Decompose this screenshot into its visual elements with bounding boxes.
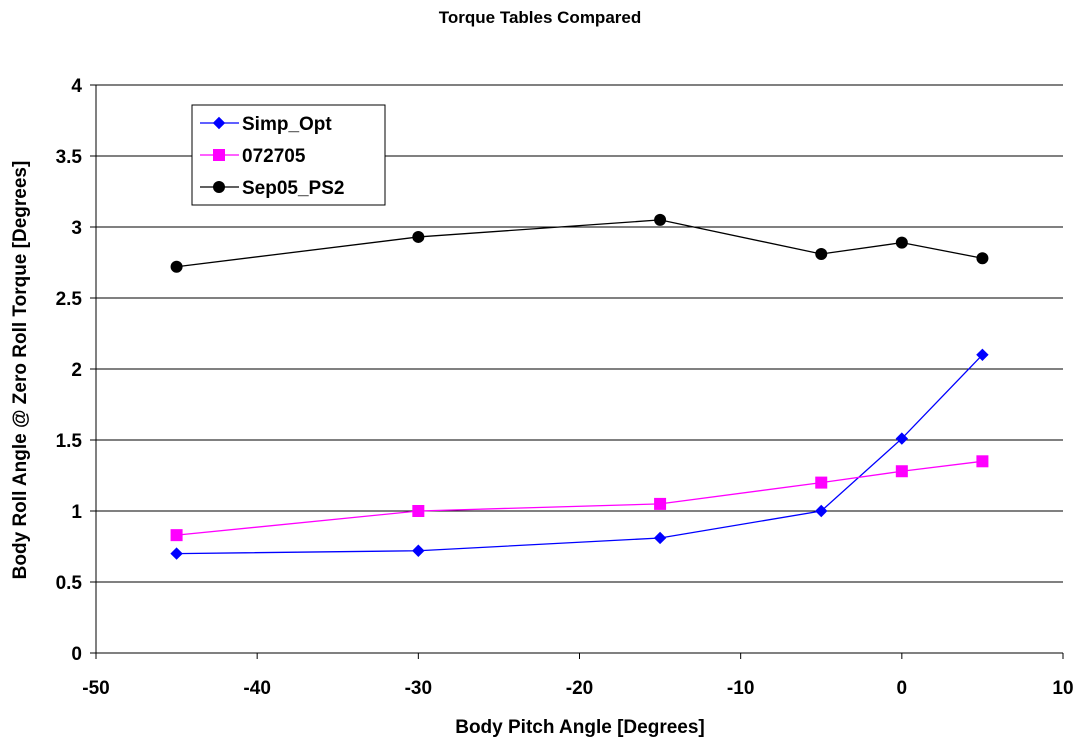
series-1-point-1	[412, 505, 425, 517]
series-0-point-3	[815, 504, 828, 518]
x-tick-label-6: 10	[1052, 678, 1073, 699]
x-tick-label-0: -50	[82, 678, 109, 699]
y-tick-label-0: 0	[71, 644, 82, 665]
series-1-point-0	[170, 529, 183, 542]
y-tick-label-4: 2	[71, 360, 82, 381]
series-1-point-4	[895, 465, 908, 478]
legend: Simp_Opt 072705 Sep05_PS2	[191, 104, 386, 206]
y-tick-label-7: 3.5	[56, 147, 83, 168]
series-1-point-3	[815, 476, 828, 489]
y-tick-label-2: 1	[71, 502, 82, 523]
series-2-point-1	[412, 230, 425, 243]
y-tick-label-5: 2.5	[56, 289, 83, 310]
legend-marker-1	[213, 149, 225, 161]
series-2-point-2	[654, 213, 667, 226]
series-0-point-4	[895, 432, 909, 445]
series-2-point-5	[976, 252, 989, 265]
series-line-1	[176, 460, 983, 536]
x-tick-label-5: 0	[897, 678, 908, 699]
series-0-point-0	[170, 547, 183, 560]
legend-label-1: 072705	[242, 146, 306, 167]
y-tick-label-1: 0.5	[56, 573, 83, 594]
x-tick-label-3: -20	[566, 678, 593, 699]
series-0-point-5	[976, 348, 989, 362]
series-0-point-2	[653, 531, 667, 545]
x-axis-title: Body Pitch Angle [Degrees]	[455, 717, 705, 738]
legend-marker-2	[213, 181, 225, 193]
series-2-point-3	[815, 247, 828, 260]
legend-label-0: Simp_Opt	[242, 114, 332, 135]
series-1-point-5	[976, 455, 989, 468]
series-2-point-0	[170, 260, 183, 273]
y-tick-label-8: 4	[71, 76, 82, 97]
legend-label-2: Sep05_PS2	[242, 178, 344, 199]
series-2-point-4	[895, 236, 908, 249]
series-1-point-2	[654, 497, 667, 510]
series-line-0	[176, 354, 983, 555]
chart-title: Torque Tables Compared	[439, 8, 641, 27]
y-tick-label-3: 1.5	[56, 431, 83, 452]
y-tick-label-6: 3	[71, 218, 82, 239]
x-tick-label-2: -30	[405, 678, 432, 699]
series-0-point-1	[412, 544, 425, 557]
x-tick-label-4: -10	[727, 678, 754, 699]
legend-marker-0	[212, 116, 226, 130]
plot-area: 0 0.5 1 1.5 2 2.5 3 3.5 4 -50 -40 -30 -20 -10 0 10	[56, 76, 1074, 699]
x-tick-label-1: -40	[243, 678, 270, 699]
series-line-2	[176, 219, 983, 268]
y-axis-title: Body Roll Angle @ Zero Roll Torque [Degr…	[10, 161, 31, 580]
